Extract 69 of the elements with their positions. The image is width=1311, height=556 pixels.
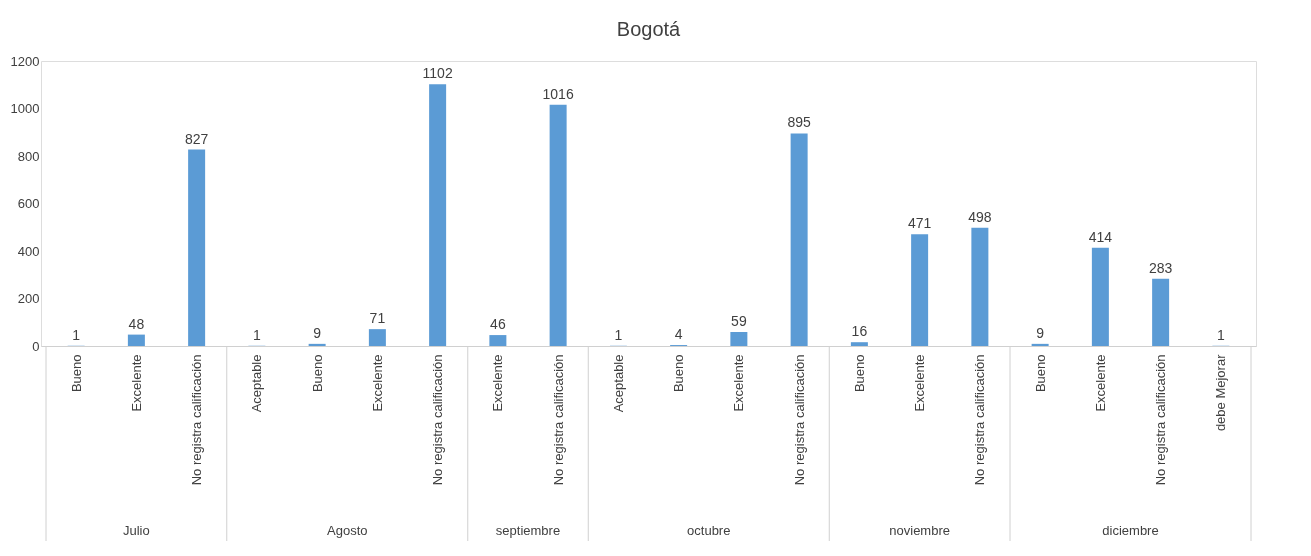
- x-tick-label: Bueno: [309, 354, 325, 393]
- y-tick-label: 600: [17, 196, 40, 211]
- x-tick-label: Bueno: [671, 354, 687, 393]
- x-tick-label: Excelente: [1092, 354, 1108, 412]
- x-tick-label: No registra calificación: [972, 354, 988, 486]
- bar: [308, 343, 326, 346]
- y-tick-label: 400: [17, 243, 40, 259]
- x-tick-label: Excelente: [369, 354, 385, 412]
- data-label: 48: [128, 315, 145, 332]
- bar: [1152, 278, 1170, 346]
- bar: [489, 335, 507, 346]
- bar: [1091, 247, 1109, 346]
- x-tick-label: No registra calificación: [430, 354, 446, 486]
- text: Julio: [123, 523, 150, 538]
- y-tick-label: 0: [32, 338, 40, 354]
- x-tick-label: Bueno: [68, 354, 84, 393]
- data-label: 46: [490, 316, 506, 333]
- y-tick-label: 800: [17, 148, 40, 164]
- text: septiembre: [495, 523, 561, 538]
- bar: [188, 149, 206, 346]
- data-label: 414: [1088, 228, 1113, 245]
- data-label: 4: [674, 326, 683, 343]
- x-tick-label: Bueno: [1032, 354, 1048, 393]
- x-tick-label: debe Mejorar: [1213, 353, 1229, 432]
- data-label: 71: [369, 310, 386, 327]
- data-label: 1: [1216, 326, 1225, 343]
- chart-title: Bogotá: [616, 18, 682, 40]
- x-tick-label: Aceptable: [610, 354, 626, 413]
- bar: [549, 104, 567, 346]
- text: octubre: [687, 523, 731, 538]
- data-label: 1: [72, 326, 81, 343]
- data-label: 1: [614, 326, 623, 343]
- bar: [368, 329, 386, 346]
- text: Agosto: [327, 523, 368, 538]
- text: diciembre: [1102, 523, 1159, 538]
- bar: [971, 227, 989, 346]
- bar: [790, 133, 808, 346]
- bar: [127, 334, 145, 346]
- data-label: 1102: [422, 65, 453, 82]
- data-label: 9: [313, 324, 322, 341]
- x-tick-label: No registra calificación: [550, 354, 566, 486]
- bar: [730, 331, 748, 346]
- data-label: 498: [968, 208, 992, 225]
- data-label: 59: [731, 312, 747, 329]
- bar: [429, 84, 447, 346]
- x-tick-label: Excelente: [128, 354, 144, 412]
- x-tick-label: Excelente: [912, 354, 928, 412]
- x-tick-label: Excelente: [731, 354, 747, 412]
- x-tick-label: Excelente: [490, 354, 506, 412]
- data-label: 1: [252, 326, 261, 343]
- data-label: 827: [184, 130, 209, 147]
- data-label: 9: [1036, 324, 1045, 341]
- bar: [850, 342, 868, 346]
- x-tick-label: No registra calificación: [189, 354, 205, 486]
- x-tick-label: No registra calificación: [791, 354, 807, 486]
- y-tick-label: 1200: [10, 53, 40, 69]
- data-label: 895: [787, 114, 812, 131]
- bar: [1031, 343, 1049, 346]
- text: noviembre: [889, 523, 950, 538]
- x-tick-label: Aceptable: [249, 354, 265, 413]
- data-label: 16: [851, 323, 868, 340]
- x-tick-label: No registra calificación: [1153, 354, 1169, 486]
- y-tick-label: 200: [17, 291, 40, 306]
- bar: [911, 234, 929, 346]
- x-tick-label: Bueno: [851, 354, 867, 393]
- data-label: 1016: [542, 85, 574, 102]
- data-label: 471: [907, 215, 932, 232]
- data-label: 283: [1148, 259, 1173, 276]
- y-tick-label: 1000: [10, 101, 40, 116]
